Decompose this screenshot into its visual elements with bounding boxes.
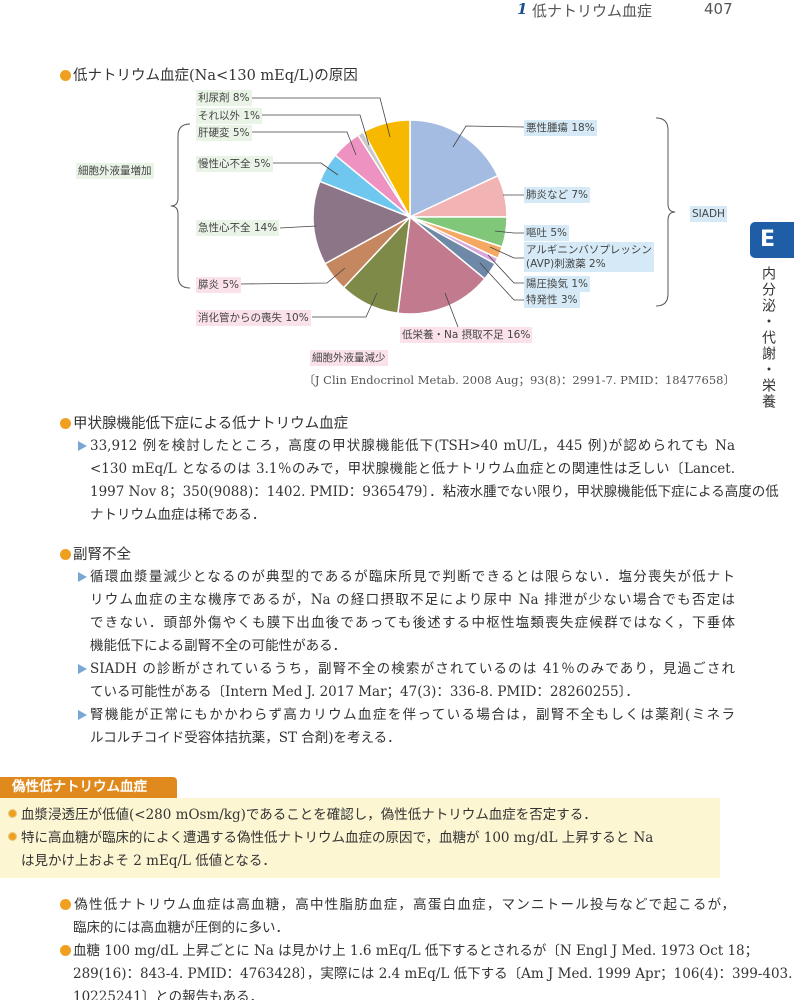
text-line: <130 mEq/L となるのは 3.1％のみで，甲状腺機能と低ナトリウム血症と… [90, 461, 735, 477]
pie-slice [409, 119, 499, 219]
text-line: 33,912 例を検討したところ，高度の甲状腺機能低下(TSH>40 mU/L，… [90, 438, 735, 454]
leader-line [256, 114, 370, 146]
pie-chart [170, 97, 676, 328]
leader-line [487, 254, 524, 284]
leader-line [272, 162, 339, 176]
leader-line [494, 230, 524, 234]
text-line: SIADH の診断がされているうち，副腎不全の検索がされているのは 41％のみで… [90, 661, 735, 677]
leader-line [479, 262, 524, 301]
bullet-icon [8, 832, 17, 841]
slice-label: 急性心不全 14% [196, 220, 280, 236]
text-line: 腎機能が正常にもかかわらず高カリウム血症を伴っている場合は，副腎不全もしくは薬剤… [90, 707, 735, 723]
page-number: 407 [704, 0, 733, 18]
text-line: 10225241〕との報告もある． [73, 989, 264, 1000]
triangle-bullet-icon [78, 572, 87, 582]
text-line: 血糖 100 mg/dL 上昇ごとに Na は見かけ上 1.6 mEq/L 低下… [60, 941, 758, 961]
text-line: ナトリウム血症は稀である． [90, 507, 266, 523]
pie-slice [397, 215, 486, 315]
slice-label: 陽圧換気 1% [524, 276, 590, 292]
text-line: 289(16)：843-4. PMID：4763428〕，実際には 2.4 mE… [73, 966, 794, 982]
slice-label: 低栄養・Na 摂取不足 16% [400, 327, 533, 343]
section-tab-label: 内分泌・代謝・栄養 [760, 266, 776, 410]
text-line: リウム血症の主な機序であるが，Na の経口摂取不足により尿中 Na 排泄が少ない… [90, 592, 735, 608]
pie-slice [362, 119, 411, 218]
leader-line [444, 292, 459, 328]
group-label-siadh: SIADH [690, 206, 727, 222]
triangle-bullet-icon [78, 710, 87, 720]
text-line: は見かけ上およそ 2 mEq/L 低値となる． [21, 853, 276, 869]
text-line: 循環血漿量減少となるのが典型的であるが臨床所見で判断できるとは限らない．塩分喪失… [90, 569, 735, 585]
slice-label: 特発性 3% [524, 292, 580, 308]
slice-label: 悪性腫瘍 18% [524, 120, 597, 136]
group-brace [170, 123, 191, 289]
slice-label: 慢性心不全 5% [196, 156, 273, 172]
running-title: 低ナトリウム血症 [532, 2, 653, 20]
slice-label: 肺炎など 7% [524, 187, 590, 203]
slice-label: 消化管からの喪失 10% [196, 310, 311, 326]
text-line: 偽性低ナトリウム血症は高血糖，高中性脂肪血症，高蛋白血症，マンニトール投与などで… [60, 895, 735, 915]
leader-line [239, 267, 346, 285]
slice-label: それ以外 1% [196, 108, 262, 124]
bullet-icon [60, 899, 71, 910]
pie-citation: 〔J Clin Endocrinol Metab. 2008 Aug；93(8)… [303, 373, 735, 387]
text-line: ている可能性がある〔Intern Med J. 2017 Mar；47(3)：3… [90, 684, 639, 700]
text-line: ルコルチコイド受容体拮抗薬，ST 合剤)を考える． [90, 730, 401, 746]
triangle-bullet-icon [78, 664, 87, 674]
pseudo-heading: 偽性低ナトリウム血症 [0, 777, 177, 798]
pseudo-summary-box [0, 798, 720, 878]
leader-line [489, 246, 524, 259]
bullet-icon [60, 945, 71, 956]
bullet-icon [60, 549, 71, 560]
bullet-icon [8, 809, 17, 818]
slice-label: 肝硬変 5% [196, 125, 252, 141]
section-heading: 副腎不全 [60, 543, 131, 564]
text-line: 機能低下による副腎不全の可能性がある． [90, 638, 347, 654]
pie-heading: 低ナトリウム血症(Na<130 mEq/L)の原因 [60, 64, 358, 85]
slice-label: 利尿剤 8% [196, 90, 252, 106]
slice-label: 嘔吐 5% [524, 225, 569, 241]
leader-line [452, 125, 525, 148]
text-line: できない．頭部外傷やくも膜下出血後であっても後述する中枢性塩類喪失症候群ではなく… [90, 615, 735, 631]
slice-label: アルギニンバソプレッシン (AVP)刺激薬 2% [524, 242, 654, 272]
leader-line [250, 131, 357, 156]
leader-line [279, 225, 317, 229]
bullet-icon [60, 418, 71, 429]
leader-line [312, 292, 378, 318]
text-line: 1997 Nov 8；350(9088)：1402. PMID：9365479〕… [90, 484, 779, 500]
text-line: 血漿浸透圧が低値(<280 mOsm/kg)であることを確認し，偽性低ナトリウム… [8, 805, 648, 825]
group-brace [655, 117, 676, 307]
section-tab: E [750, 222, 794, 258]
section-heading: 甲状腺機能低下症による低ナトリウム血症 [60, 412, 348, 433]
text-line: 特に高血糖が臨床的によく遭遇する偽性低ナトリウム血症の原因で，血糖が 100 m… [8, 828, 653, 848]
group-label-decrease: 細胞外液量減少 [310, 350, 388, 366]
triangle-bullet-icon [78, 441, 87, 451]
slice-label: 膵炎 5% [196, 277, 241, 293]
leader-line [250, 97, 391, 138]
text-line: 臨床的には高血糖が圧倒的に多い． [73, 920, 289, 936]
pie-slice [312, 180, 412, 265]
bullet-icon [60, 70, 71, 81]
chapter-number: 1 [517, 0, 528, 18]
group-label-increase: 細胞外液量増加 [76, 163, 154, 179]
